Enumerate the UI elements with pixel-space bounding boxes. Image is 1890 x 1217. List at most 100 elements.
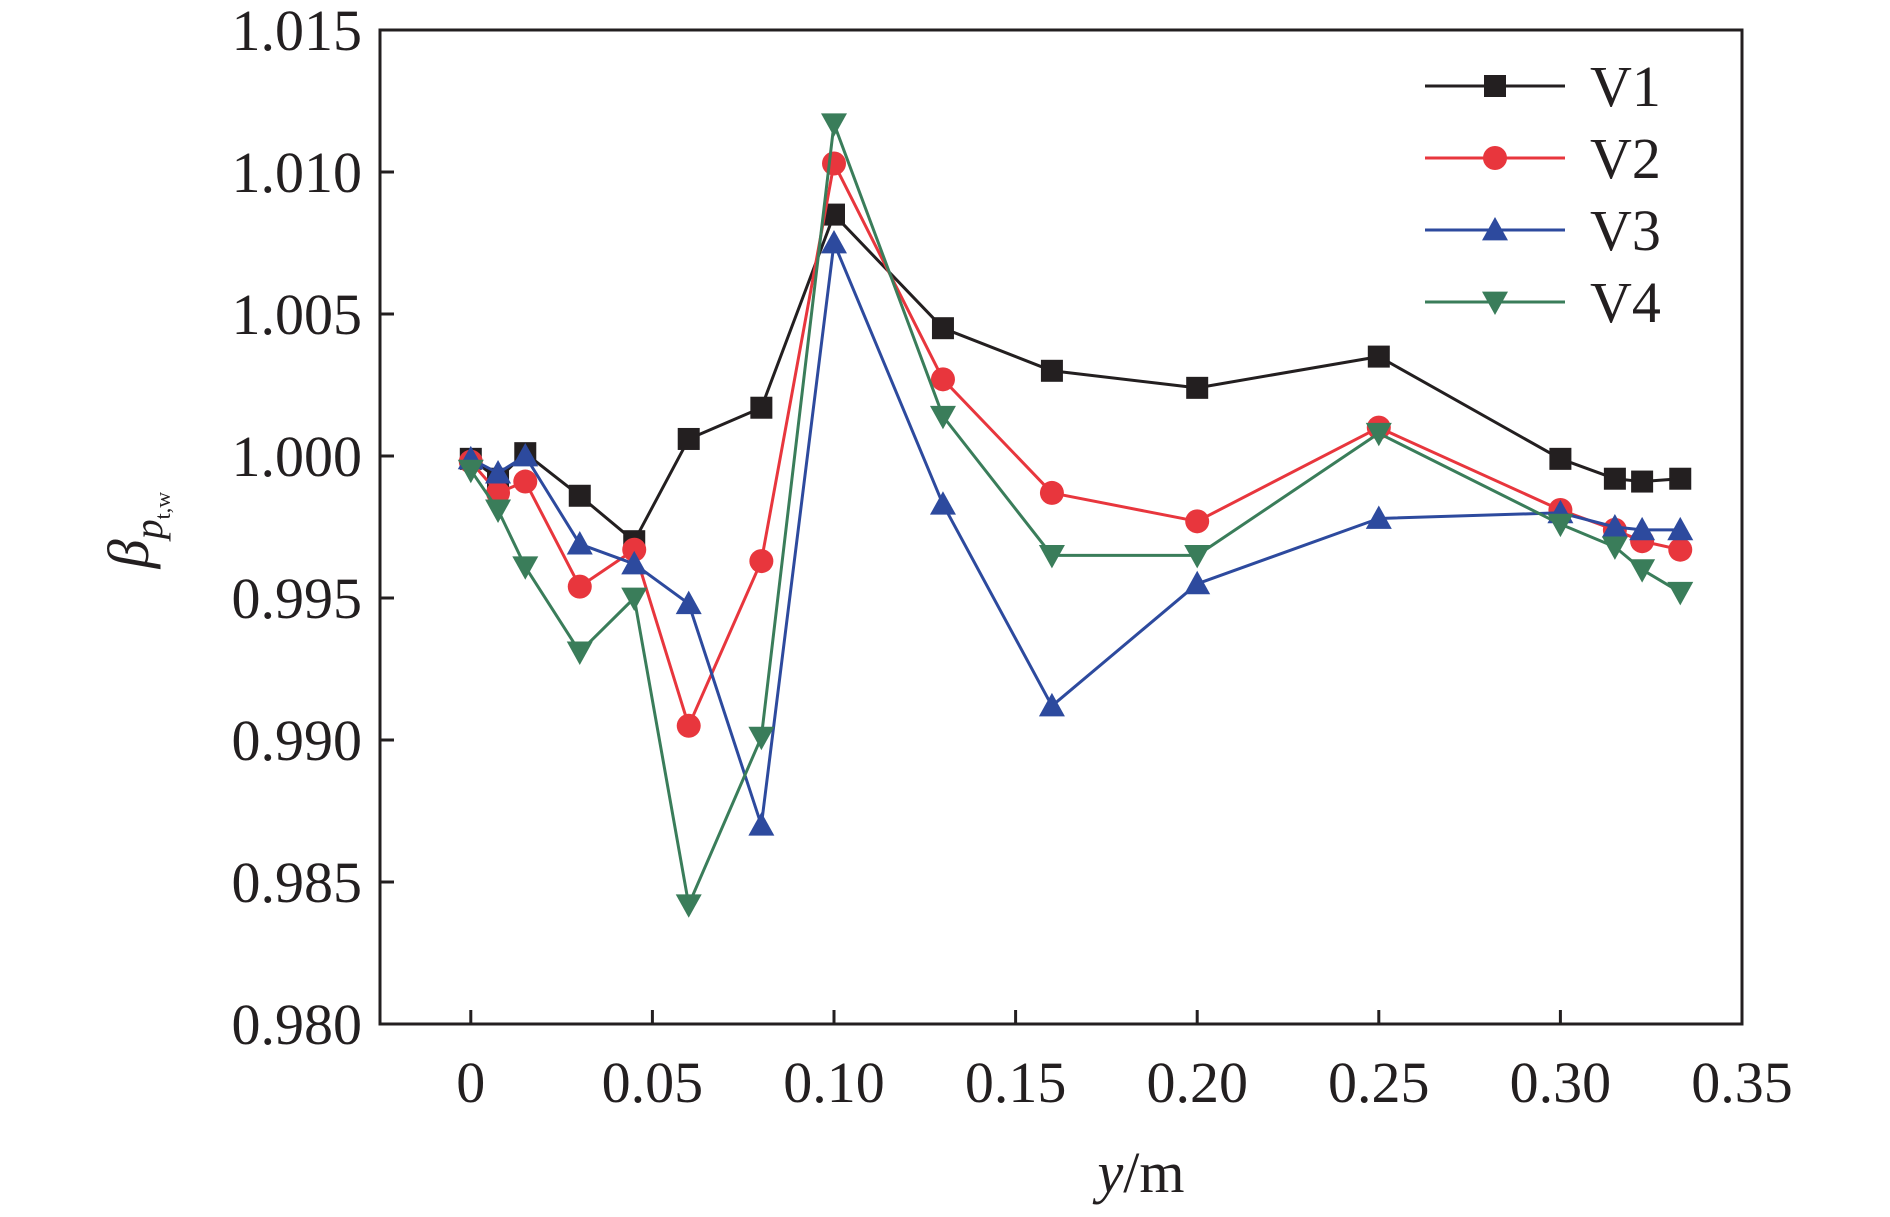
x-axis-title: y/m [1093, 1140, 1185, 1205]
y-tick-label: 0.990 [232, 708, 363, 773]
data-point [823, 203, 845, 226]
y-axis-title-subsub: t,w [150, 492, 175, 520]
x-axis-title-var: y [1093, 1140, 1124, 1205]
x-tick-label: 0 [456, 1050, 485, 1115]
data-point [749, 549, 774, 574]
data-point [1186, 376, 1209, 399]
data-point [1365, 505, 1392, 529]
legend: V1 V2 V3 V4 [1425, 54, 1661, 335]
x-tick-label: 0.35 [1691, 1050, 1793, 1115]
legend-item-v3: V3 [1425, 198, 1661, 263]
x-tick-label: 0.10 [783, 1050, 885, 1115]
y-axis-title: βpt,w [96, 492, 175, 570]
data-point [1629, 516, 1656, 541]
data-point [821, 230, 847, 254]
data-point [1601, 514, 1628, 538]
y-tick-label: 1.000 [232, 424, 363, 489]
y-tick-label: 1.005 [232, 282, 363, 347]
data-point [750, 396, 773, 419]
series-v4 [457, 113, 1694, 918]
data-point [1038, 692, 1065, 717]
legend-marker [1482, 291, 1508, 315]
series-v3-line [470, 241, 1681, 827]
y-axis-title-sub: p [126, 519, 171, 542]
y-axis-title-symbol: β [96, 539, 161, 569]
series-v2-line [469, 161, 1681, 728]
y-tick-label: 1.015 [232, 0, 363, 63]
data-point [1184, 545, 1211, 569]
data-point [567, 574, 592, 599]
data-point [748, 726, 775, 751]
legend-item-v4: V4 [1425, 270, 1661, 335]
series-v4-line [469, 122, 1682, 907]
data-point [1547, 513, 1574, 538]
y-tick-label: 0.980 [232, 992, 363, 1057]
data-point [1601, 536, 1628, 560]
legend-item-v1: V1 [1425, 54, 1661, 119]
data-point [1039, 480, 1064, 505]
data-point [566, 531, 593, 555]
data-point [485, 499, 512, 523]
data-point [929, 405, 956, 430]
data-point [485, 460, 512, 484]
data-point [1549, 447, 1572, 470]
data-point [1669, 467, 1692, 490]
data-point [1185, 509, 1210, 534]
data-point [512, 443, 539, 467]
data-point [1040, 359, 1063, 382]
x-tick-label: 0.25 [1328, 1050, 1430, 1115]
legend-label: V2 [1590, 126, 1661, 191]
data-point [1367, 345, 1390, 368]
y-tick-label: 0.995 [232, 566, 363, 631]
x-axis-title-unit: /m [1123, 1140, 1184, 1205]
legend-label: V1 [1590, 54, 1661, 119]
legend-label: V3 [1590, 198, 1661, 263]
data-point [1667, 581, 1694, 606]
data-point [568, 484, 591, 507]
data-point [1184, 570, 1211, 595]
legend-marker [1483, 146, 1507, 170]
legend-marker [1482, 217, 1508, 241]
axis-titles: y/m βpt,w [96, 492, 1184, 1205]
data-point [513, 469, 538, 494]
series-v1 [459, 203, 1692, 553]
legend-marker [1484, 75, 1506, 97]
data-point [1365, 422, 1392, 447]
data-point [675, 894, 702, 918]
data-point [622, 537, 647, 562]
data-point [1668, 537, 1693, 562]
data-point [930, 367, 955, 392]
data-point [931, 317, 954, 340]
data-point [1603, 467, 1626, 490]
data-point [1629, 559, 1656, 583]
data-point [677, 427, 700, 450]
data-point [822, 151, 846, 176]
data-point [1631, 470, 1654, 493]
legend-label: V4 [1590, 270, 1661, 335]
data-point [929, 491, 956, 515]
x-tick-label: 0.20 [1146, 1050, 1248, 1115]
data-point [676, 713, 701, 738]
data-point [566, 641, 593, 665]
series-group [457, 113, 1694, 918]
data-point [1038, 545, 1065, 569]
data-point [675, 590, 702, 615]
data-point [621, 550, 648, 575]
plot-frame [378, 28, 1744, 1026]
legend-item-v2: V2 [1425, 126, 1661, 191]
y-tick-label: 1.010 [232, 140, 363, 205]
series-v3 [457, 230, 1694, 836]
axes-group: 0.980 0.985 0.990 0.995 1.000 1.005 1.010 1.015… [232, 0, 1793, 1115]
data-point [457, 459, 484, 484]
y-tick-label: 0.985 [232, 850, 363, 915]
data-point [821, 113, 847, 137]
data-point [748, 812, 775, 836]
data-point [512, 556, 539, 580]
x-tick-label: 0.30 [1510, 1050, 1612, 1115]
x-tick-label: 0.05 [602, 1050, 704, 1115]
x-tick-label: 0.15 [965, 1050, 1067, 1115]
data-point [621, 587, 648, 611]
data-point [1667, 516, 1694, 541]
